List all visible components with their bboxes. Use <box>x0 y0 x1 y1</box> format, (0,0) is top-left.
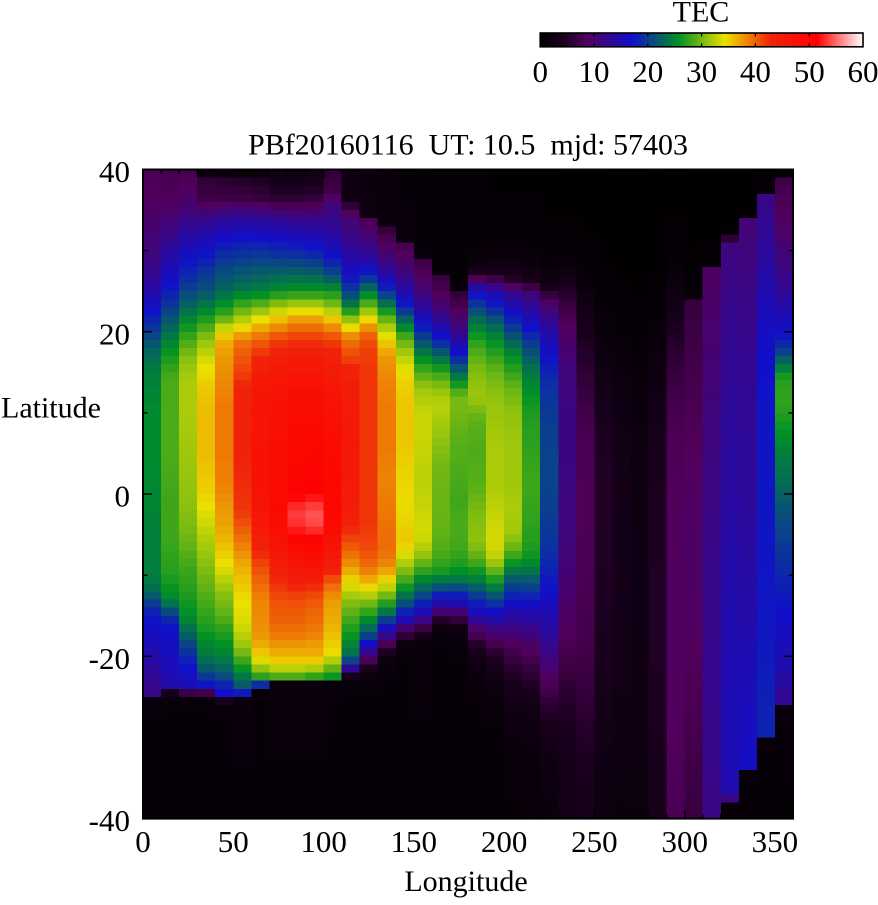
svg-text:20: 20 <box>632 54 663 89</box>
svg-text:60: 60 <box>848 54 878 89</box>
svg-text:250: 250 <box>571 824 618 859</box>
svg-text:Longitude: Longitude <box>404 865 527 898</box>
svg-text:200: 200 <box>481 824 528 859</box>
svg-text:50: 50 <box>794 54 825 89</box>
svg-text:150: 150 <box>391 824 438 859</box>
svg-text:-20: -20 <box>89 641 130 676</box>
svg-text:0: 0 <box>532 54 548 89</box>
svg-text:50: 50 <box>218 824 249 859</box>
svg-text:Latitude: Latitude <box>1 392 101 425</box>
svg-text:PBf20160116 UT: 10.5 mjd: 57: PBf20160116 UT: 10.5 mjd: 57403 <box>248 129 688 162</box>
svg-text:0: 0 <box>115 479 131 514</box>
svg-text:20: 20 <box>99 316 130 351</box>
svg-text:350: 350 <box>752 824 799 859</box>
svg-text:40: 40 <box>740 54 771 89</box>
svg-text:300: 300 <box>661 824 708 859</box>
svg-text:TEC: TEC <box>673 0 730 29</box>
svg-text:-40: -40 <box>89 803 130 838</box>
svg-text:30: 30 <box>686 54 717 89</box>
svg-text:0: 0 <box>135 824 151 859</box>
svg-text:100: 100 <box>300 824 347 859</box>
svg-text:40: 40 <box>99 154 130 189</box>
svg-text:10: 10 <box>579 54 610 89</box>
